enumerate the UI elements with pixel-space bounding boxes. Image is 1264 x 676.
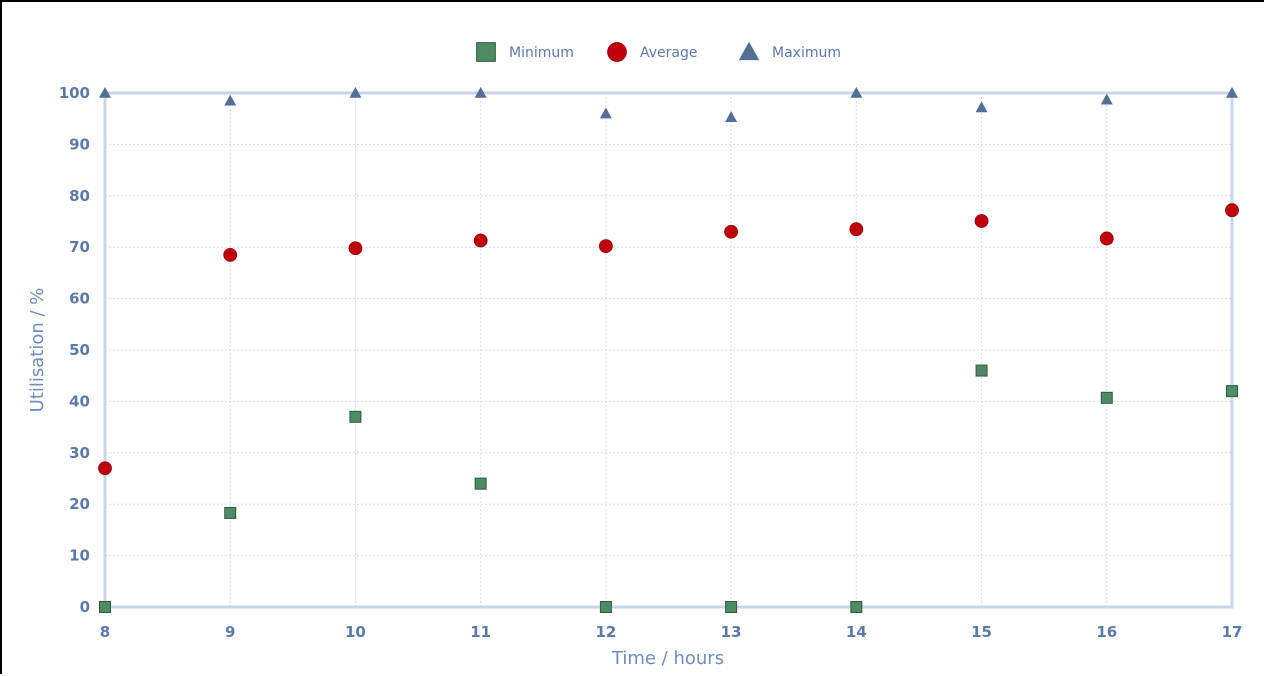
y-tick-label: 80 — [69, 187, 90, 205]
data-point-minimum — [850, 601, 863, 613]
y-axis-ticks: 0 10 20 30 40 50 60 70 80 90 100 — [59, 84, 90, 616]
series-average — [98, 203, 1239, 476]
data-point-minimum — [599, 601, 612, 613]
data-point-minimum — [474, 477, 487, 490]
data-point-maximum — [850, 87, 863, 98]
legend-triangle-marker — [738, 41, 760, 61]
data-point-maximum — [725, 111, 738, 122]
data-point-maximum — [1226, 87, 1238, 98]
x-tick-label: 17 — [1222, 623, 1243, 641]
legend-label: Average — [640, 45, 698, 61]
y-tick-label: 10 — [69, 547, 90, 565]
data-point-average — [849, 222, 864, 237]
legend-item-maximum: Maximum — [738, 41, 841, 61]
data-point-average — [1099, 231, 1114, 246]
legend-item-average: Average — [607, 42, 698, 62]
data-point-average — [1225, 203, 1239, 218]
grid — [104, 92, 1233, 608]
y-tick-label: 90 — [69, 135, 90, 153]
x-tick-label: 9 — [225, 623, 235, 641]
x-axis-ticks: 8 9 10 11 12 13 14 15 16 17 — [100, 623, 1243, 641]
data-point-maximum — [99, 87, 111, 98]
data-point-average — [473, 233, 488, 248]
y-axis-title: Utilisation / % — [27, 288, 48, 413]
data-point-minimum — [349, 410, 362, 423]
data-point-minimum — [1226, 385, 1238, 398]
y-tick-label: 70 — [69, 238, 90, 256]
legend-label: Minimum — [509, 45, 574, 61]
data-point-minimum — [99, 601, 111, 613]
legend-circle-marker — [607, 42, 627, 62]
data-point-average — [724, 224, 739, 239]
y-tick-label: 20 — [69, 495, 90, 513]
data-point-minimum — [224, 506, 237, 519]
y-tick-label: 60 — [69, 290, 90, 308]
data-marks — [98, 87, 1239, 613]
x-tick-label: 12 — [595, 623, 616, 641]
legend-item-minimum: Minimum — [476, 42, 574, 62]
x-axis-title: Time / hours — [611, 648, 724, 669]
x-tick-label: 13 — [721, 623, 742, 641]
data-point-average — [598, 239, 613, 254]
x-tick-label: 14 — [846, 623, 867, 641]
data-point-average — [223, 248, 238, 262]
legend: Minimum Average Maximum — [476, 41, 841, 62]
data-point-maximum — [474, 87, 487, 98]
data-point-minimum — [975, 364, 988, 377]
y-tick-label: 30 — [69, 444, 90, 462]
plot-area-border — [103, 91, 1234, 609]
data-point-average — [348, 241, 363, 256]
series-maximum — [99, 87, 1238, 122]
y-tick-label: 100 — [59, 84, 90, 102]
x-tick-label: 11 — [470, 623, 491, 641]
data-point-maximum — [224, 94, 237, 106]
x-tick-label: 15 — [971, 623, 992, 641]
data-point-maximum — [599, 107, 612, 119]
data-point-average — [98, 461, 112, 476]
legend-square-marker — [476, 42, 496, 62]
series-minimum — [99, 364, 1238, 613]
data-point-maximum — [349, 87, 362, 98]
y-tick-label: 40 — [69, 392, 90, 410]
y-tick-label: 0 — [80, 598, 90, 616]
data-point-maximum — [1100, 93, 1113, 105]
data-point-minimum — [725, 601, 738, 613]
x-tick-label: 8 — [100, 623, 110, 641]
legend-label: Maximum — [772, 45, 841, 61]
x-tick-label: 10 — [345, 623, 366, 641]
y-tick-label: 50 — [69, 341, 90, 359]
data-point-maximum — [975, 101, 988, 113]
data-point-minimum — [1100, 391, 1113, 404]
data-point-average — [974, 214, 989, 228]
x-tick-label: 16 — [1096, 623, 1117, 641]
